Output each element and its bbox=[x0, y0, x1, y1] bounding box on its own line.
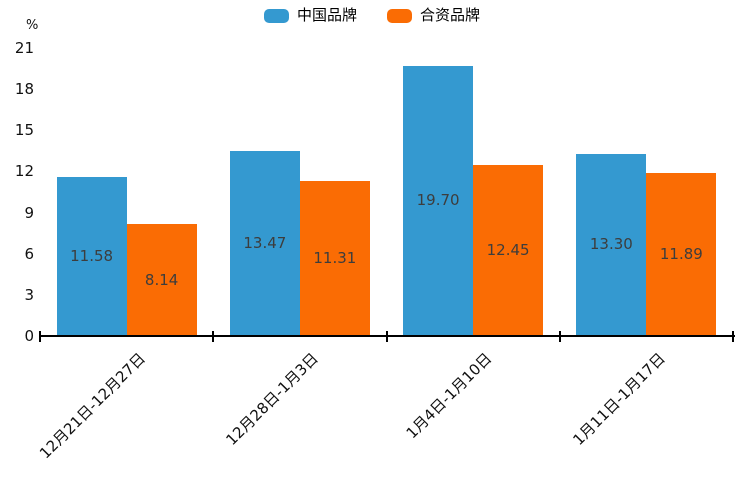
bar-series1-cat3: 19.70 bbox=[403, 65, 474, 336]
y-tick-label: 15 bbox=[14, 121, 34, 140]
legend-swatch-icon bbox=[387, 8, 412, 23]
bar-series1-cat4: 13.30 bbox=[576, 153, 647, 336]
x-axis-tick bbox=[39, 331, 41, 342]
bar-value-label: 11.89 bbox=[659, 244, 703, 263]
x-axis-tick bbox=[732, 331, 734, 342]
legend: 中国品牌 合资品牌 bbox=[0, 8, 744, 23]
y-tick-label: 18 bbox=[14, 80, 34, 99]
bar-value-label: 19.70 bbox=[416, 191, 460, 210]
bar-series2-cat1: 8.14 bbox=[126, 224, 197, 336]
legend-item[interactable]: 合资品牌 bbox=[387, 8, 480, 23]
y-tick-label: 6 bbox=[24, 244, 34, 263]
legend-label: 中国品牌 bbox=[296, 6, 357, 24]
bar-series1-cat1: 11.58 bbox=[56, 177, 127, 336]
bar-series2-cat2: 11.31 bbox=[299, 180, 370, 336]
bar-series2-cat4: 11.89 bbox=[646, 172, 717, 336]
y-tick-label: 0 bbox=[24, 327, 34, 345]
bar-series2-cat3: 12.45 bbox=[473, 165, 544, 336]
x-axis-tick bbox=[558, 331, 561, 342]
x-category-label: 12月21日-12月27日 bbox=[35, 349, 149, 463]
x-category-label: 1月11日-1月17日 bbox=[569, 349, 669, 449]
y-tick-label: 12 bbox=[14, 162, 34, 181]
x-axis-tick bbox=[212, 331, 215, 342]
bar-series1-cat2: 13.47 bbox=[229, 151, 300, 336]
y-tick-label: 21 bbox=[14, 39, 34, 57]
y-axis-unit-label: % bbox=[26, 18, 39, 33]
x-axis-tick bbox=[385, 331, 388, 342]
legend-item[interactable]: 中国品牌 bbox=[263, 6, 357, 24]
bar-value-label: 11.58 bbox=[70, 247, 114, 266]
y-tick-label: 3 bbox=[24, 285, 34, 304]
x-axis-line bbox=[40, 335, 735, 337]
bar-value-label: 13.47 bbox=[243, 234, 287, 253]
bar-value-label: 11.31 bbox=[313, 248, 357, 267]
bar-value-label: 13.30 bbox=[589, 235, 633, 254]
y-tick-label: 9 bbox=[24, 203, 34, 222]
legend-label: 合资品牌 bbox=[420, 6, 481, 24]
x-category-label: 1月4日-1月10日 bbox=[402, 349, 496, 443]
bar-value-label: 8.14 bbox=[144, 270, 179, 289]
bar-value-label: 12.45 bbox=[486, 241, 530, 260]
legend-swatch-icon bbox=[263, 8, 289, 23]
x-category-label: 12月28日-1月3日 bbox=[222, 349, 323, 449]
